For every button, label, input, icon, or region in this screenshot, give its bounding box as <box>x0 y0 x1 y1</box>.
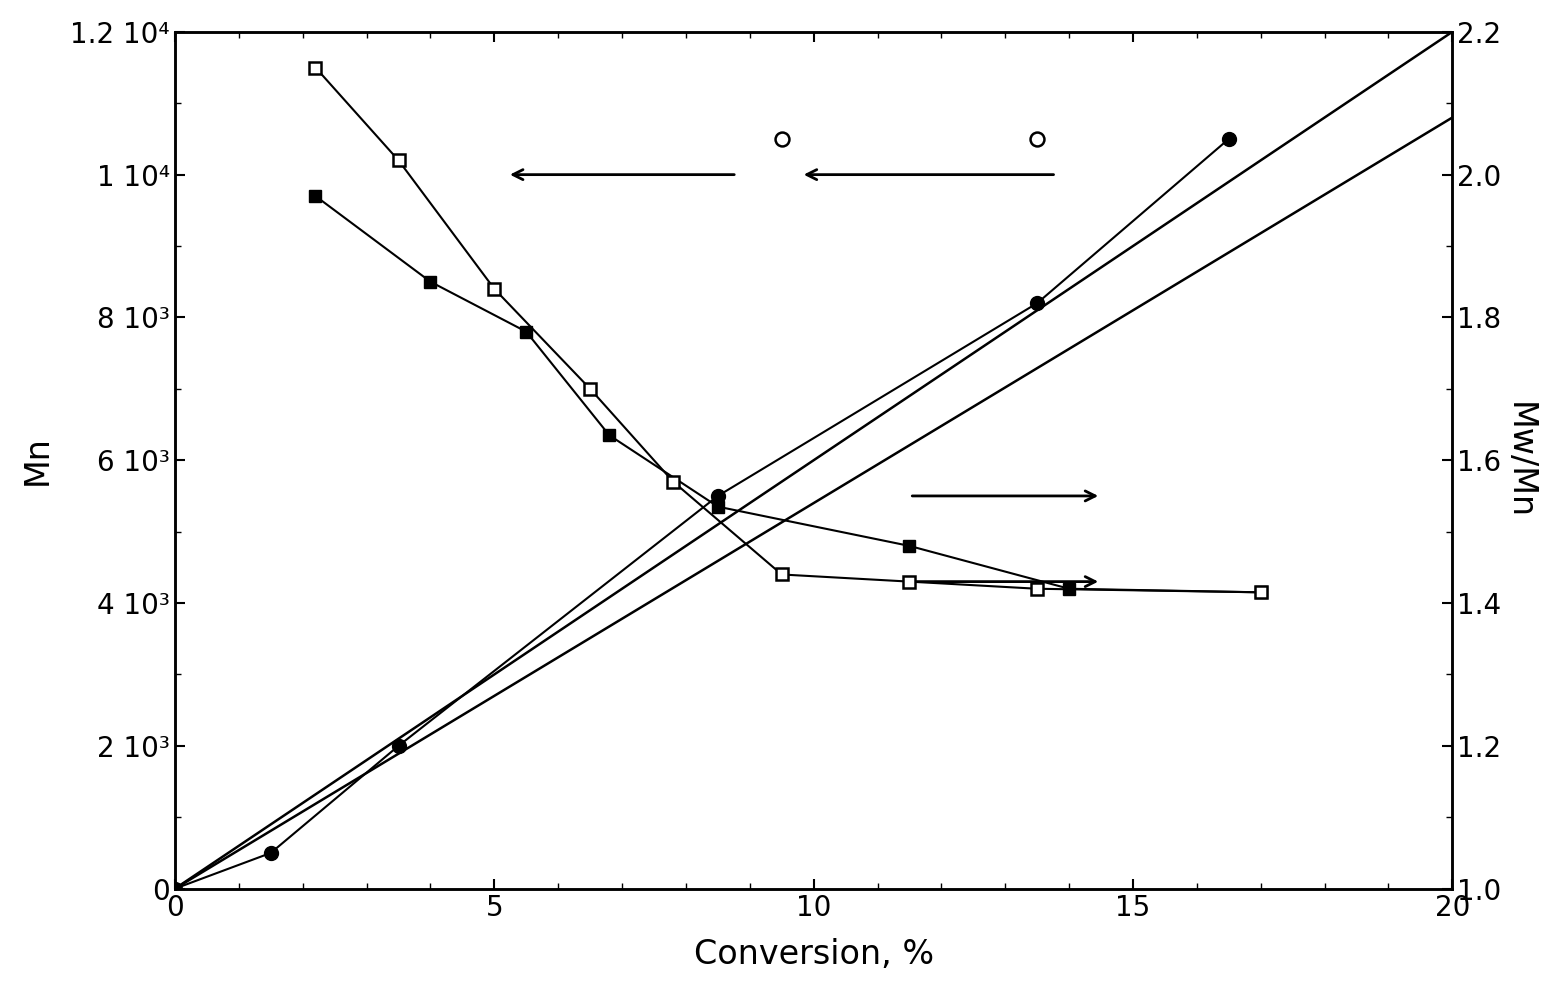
Y-axis label: Mn: Mn <box>20 435 54 485</box>
X-axis label: Conversion, %: Conversion, % <box>693 938 934 971</box>
Y-axis label: Mw/Mn: Mw/Mn <box>1503 402 1537 519</box>
